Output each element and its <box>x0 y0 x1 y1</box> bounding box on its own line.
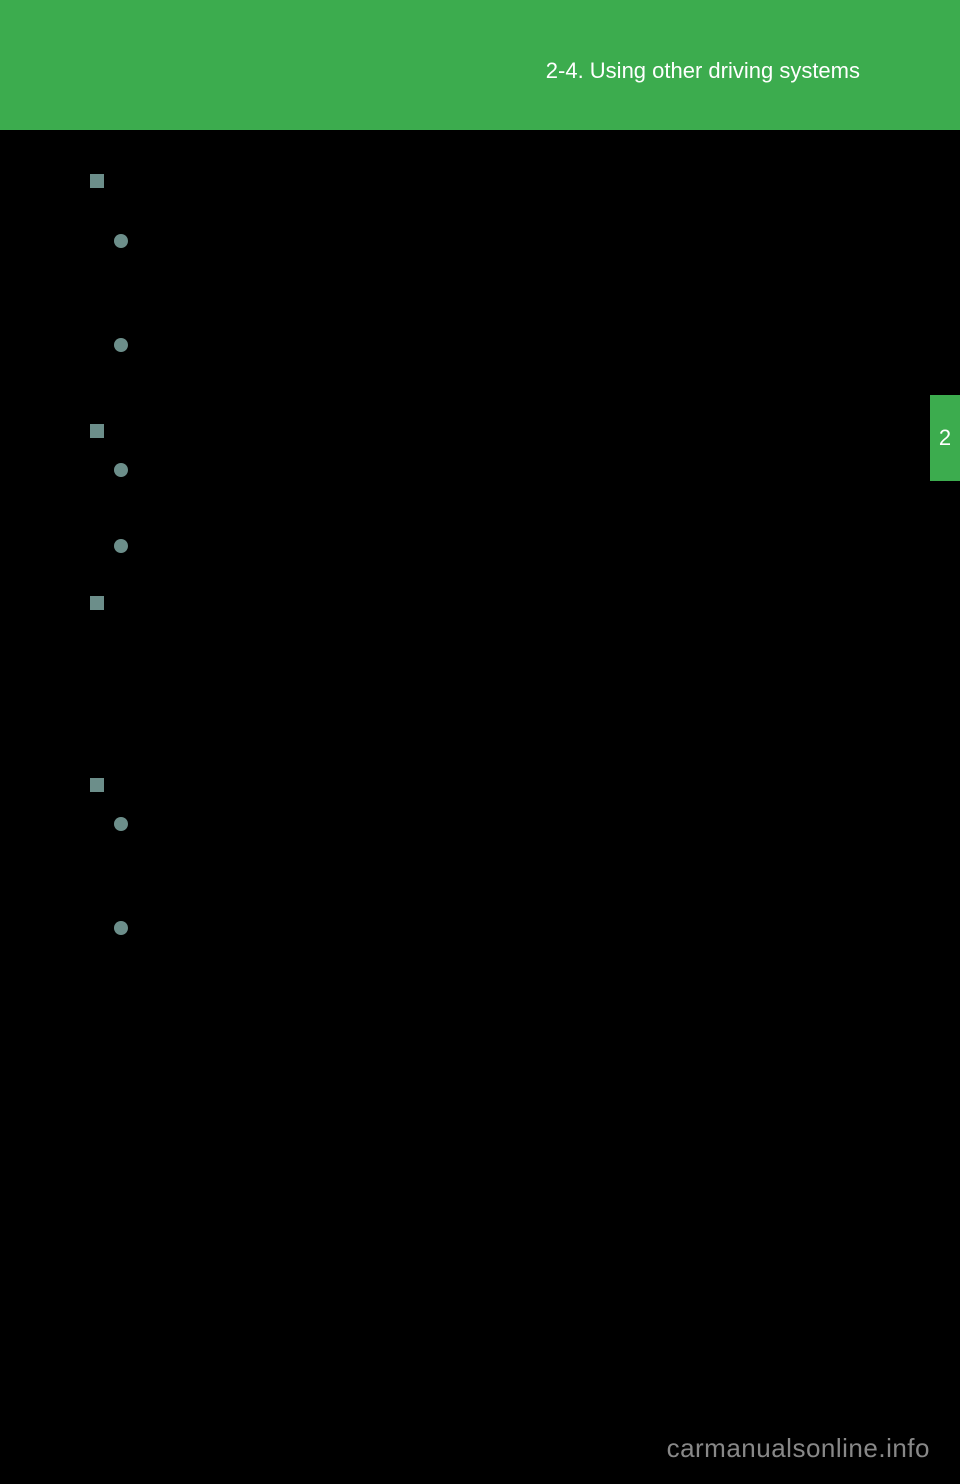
section-2-title-text: EPS operation sound <box>114 420 284 440</box>
square-bullet-icon <box>90 596 104 610</box>
side-tab-number: 2 <box>939 425 951 451</box>
section-1-title: Sounds and vibrations caused by the ABS,… <box>90 170 870 212</box>
section-3-title: Reduced effectiveness of the EPS system <box>90 591 870 612</box>
section-4-title-text: Automatic deactivation of sport mode (ve… <box>114 774 700 794</box>
section-3-title-text: Reduced effectiveness of the EPS system <box>114 591 449 611</box>
bullet-item: When the steering wheel is operated, a m… <box>114 459 870 517</box>
bullet-text: Vibrations may be felt through the vehic… <box>138 535 870 564</box>
bullet-item: Any of the following conditions may occu… <box>114 334 870 392</box>
circle-bullet-icon <box>114 921 128 935</box>
section-3: Reduced effectiveness of the EPS system … <box>90 591 870 745</box>
header-title: 2-4. Using other driving systems <box>546 58 860 84</box>
square-bullet-icon <box>90 174 104 188</box>
circle-bullet-icon <box>114 817 128 831</box>
bullet-text: When the shift lever is in the D positio… <box>138 813 870 899</box>
bullet-item: Vibrations may be felt through the vehic… <box>114 535 870 564</box>
circle-bullet-icon <box>114 539 128 553</box>
bullet-text: A sound may be heard from the engine com… <box>138 230 870 316</box>
section-3-body: The effectiveness of the EPS system is r… <box>114 630 870 745</box>
circle-bullet-icon <box>114 234 128 248</box>
watermark: carmanualsonline.info <box>667 1433 930 1464</box>
bullet-text: Any of the following conditions may occu… <box>138 334 870 392</box>
section-2-title: EPS operation sound <box>90 420 870 441</box>
circle-bullet-icon <box>114 463 128 477</box>
section-4-title: Automatic deactivation of sport mode (ve… <box>90 774 870 795</box>
header-band: 2-4. Using other driving systems <box>0 0 960 130</box>
square-bullet-icon <box>90 778 104 792</box>
bullet-text: When the steering wheel is operated, a m… <box>138 459 870 517</box>
bullet-item: When driving in D mode with the paddle s… <box>114 917 870 946</box>
section-2: EPS operation sound When the steering wh… <box>90 420 870 563</box>
bullet-item: When the shift lever is in the D positio… <box>114 813 870 899</box>
bullet-text: When driving in D mode with the paddle s… <box>138 917 870 946</box>
section-1: Sounds and vibrations caused by the ABS,… <box>90 170 870 392</box>
section-4: Automatic deactivation of sport mode (ve… <box>90 774 870 946</box>
bullet-item: A sound may be heard from the engine com… <box>114 230 870 316</box>
circle-bullet-icon <box>114 338 128 352</box>
page-content: Sounds and vibrations caused by the ABS,… <box>90 170 870 974</box>
square-bullet-icon <box>90 424 104 438</box>
section-1-title-text: Sounds and vibrations caused by the ABS,… <box>90 170 815 211</box>
side-tab: 2 <box>930 395 960 481</box>
